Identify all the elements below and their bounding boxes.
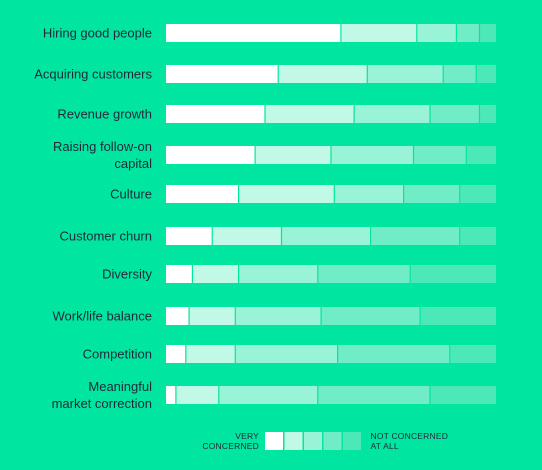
category-label: Raising follow-on capital [53,139,152,171]
bar-segment [317,265,411,283]
bar-segment [476,65,496,83]
bar-segment [354,105,430,123]
bar-segment [466,146,496,164]
legend-swatch [284,432,303,450]
bar-segment [449,345,496,363]
legend-left-label: VERY CONCERNED [202,431,259,451]
bar-segment [238,185,335,203]
bar-segment [238,265,318,283]
legend-swatch [265,432,283,450]
bar-segment [189,307,236,325]
bar-segment [166,227,213,245]
category-labels: Hiring good people Acquiring customers Rev… [34,26,152,412]
category-label: Hiring good people [43,26,152,41]
category-label: Revenue growth [57,107,152,122]
bar-segment [166,345,186,363]
bar-segment [443,65,477,83]
bar-segment [185,345,236,363]
bar-segment [340,24,417,42]
category-label: Diversity [102,267,152,282]
bar-segment [413,146,467,164]
bar-segment [456,24,480,42]
bar-segment [459,185,496,203]
bar-segment [166,185,239,203]
bar-segment [317,386,430,404]
bar-segment [337,345,450,363]
legend-swatch [304,432,322,450]
bar-segment [166,105,265,123]
bar-segment [166,24,341,42]
bar-segment [430,105,480,123]
bar-segment [278,65,368,83]
bar-segment [265,105,355,123]
legend-swatch [323,432,342,450]
bars [166,24,496,404]
bar-segment [166,307,190,325]
bar-segment [281,227,371,245]
bar-segment [334,185,404,203]
bar-segment [403,185,460,203]
bar-segment [410,265,496,283]
category-label: Culture [110,187,152,202]
bar-segment [479,24,496,42]
bar-segment [235,345,338,363]
bar-segment [321,307,421,325]
bar-segment [255,146,331,164]
legend-swatch [343,432,361,450]
category-label: Work/life balance [53,309,152,324]
bar-segment [166,146,256,164]
bar-segment [459,227,496,245]
bar-segment [430,386,496,404]
category-label: Acquiring customers [34,67,152,82]
bar-segment [212,227,282,245]
bar-segment [166,65,279,83]
bar-segment [479,105,496,123]
bar-segment [331,146,414,164]
category-label: Meaningful market correction [52,379,153,411]
bar-segment [166,386,176,404]
bar-segment [420,307,496,325]
bar-segment [370,227,460,245]
legend: VERY CONCERNED NOT CONCERNED AT ALL [202,431,449,451]
bar-segment [166,265,193,283]
bar-segment [416,24,457,42]
category-label: Competition [83,347,152,362]
bar-segment [235,307,322,325]
legend-right-label: NOT CONCERNED AT ALL [371,431,449,451]
bar-segment [218,386,318,404]
category-label: Customer churn [60,229,152,244]
bar-segment [192,265,239,283]
bar-segment [367,65,444,83]
bar-segment [175,386,219,404]
